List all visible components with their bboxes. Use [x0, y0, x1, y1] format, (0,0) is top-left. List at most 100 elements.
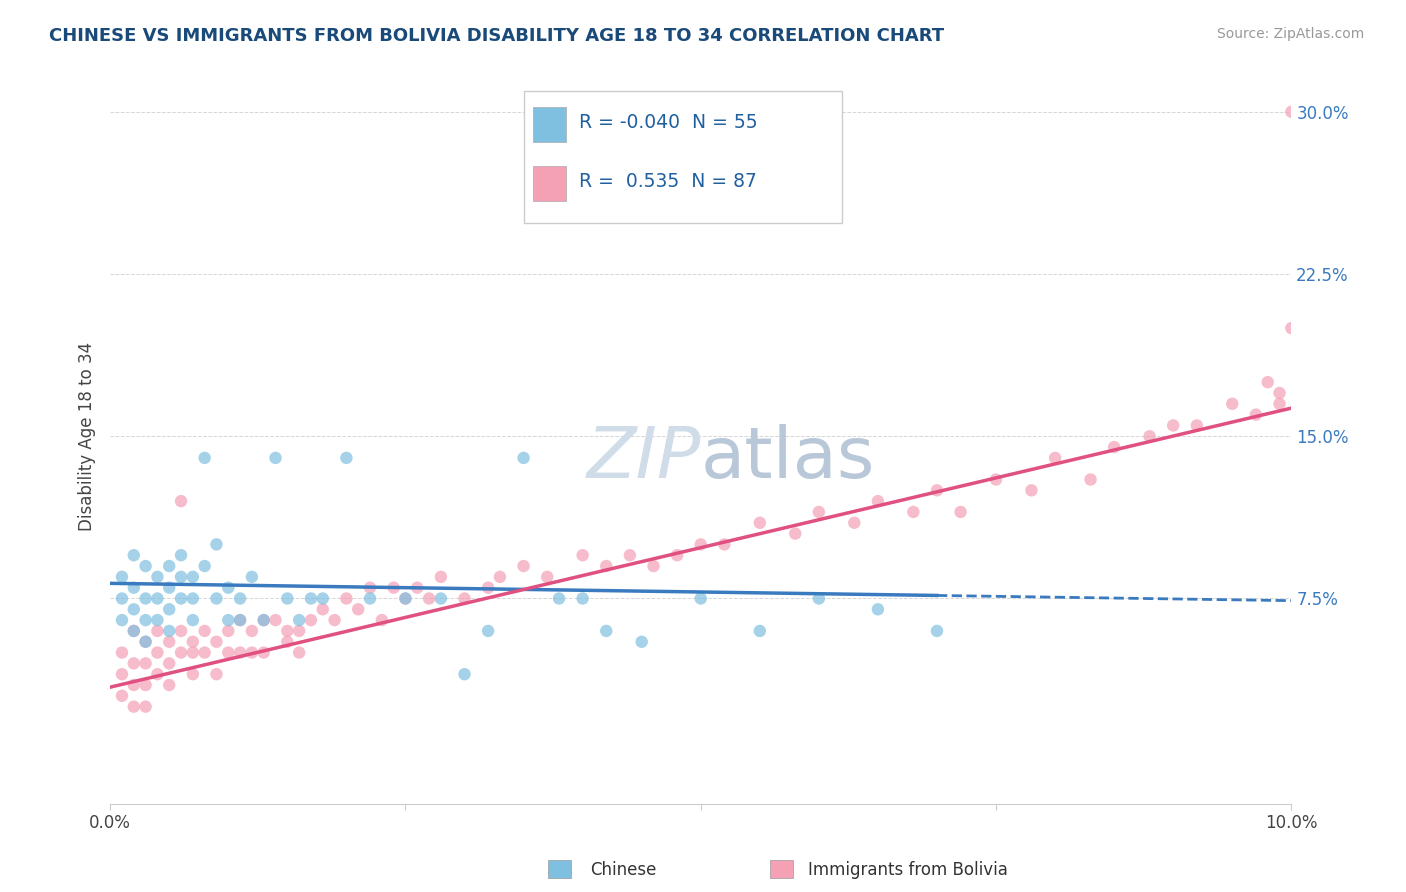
- Point: [748, 516, 770, 530]
- Point: [181, 570, 204, 584]
- Point: [299, 591, 322, 606]
- Point: [264, 450, 287, 465]
- Point: [240, 624, 263, 638]
- Point: [453, 667, 475, 681]
- Point: [489, 570, 512, 584]
- Point: [111, 646, 134, 660]
- Point: [170, 591, 193, 606]
- Point: [299, 613, 322, 627]
- Point: [1268, 386, 1291, 401]
- Point: [276, 591, 298, 606]
- Point: [135, 678, 157, 692]
- Point: [194, 624, 217, 638]
- Point: [205, 667, 228, 681]
- Point: [571, 548, 593, 562]
- Point: [1244, 408, 1267, 422]
- Text: atlas: atlas: [700, 424, 875, 492]
- Point: [477, 624, 499, 638]
- Point: [595, 559, 617, 574]
- Point: [146, 667, 169, 681]
- Point: [240, 570, 263, 584]
- Point: [536, 570, 558, 584]
- Point: [713, 537, 735, 551]
- Point: [135, 591, 157, 606]
- Point: [157, 657, 180, 671]
- Point: [1220, 397, 1243, 411]
- Point: [276, 624, 298, 638]
- Point: [288, 646, 311, 660]
- Point: [382, 581, 405, 595]
- Point: [689, 591, 711, 606]
- Point: [229, 646, 252, 660]
- Y-axis label: Disability Age 18 to 34: Disability Age 18 to 34: [79, 342, 96, 531]
- Point: [122, 602, 145, 616]
- Point: [335, 591, 357, 606]
- Point: [122, 624, 145, 638]
- Point: [122, 581, 145, 595]
- Point: [264, 613, 287, 627]
- Point: [122, 624, 145, 638]
- Point: [1279, 321, 1302, 335]
- Point: [1279, 104, 1302, 119]
- Point: [111, 591, 134, 606]
- Point: [229, 591, 252, 606]
- Point: [785, 526, 807, 541]
- Point: [253, 613, 276, 627]
- Point: [571, 591, 593, 606]
- Point: [170, 548, 193, 562]
- Point: [359, 581, 381, 595]
- Point: [288, 613, 311, 627]
- Point: [111, 570, 134, 584]
- Point: [903, 505, 925, 519]
- Point: [595, 624, 617, 638]
- Point: [666, 548, 689, 562]
- Point: [146, 646, 169, 660]
- Point: [689, 537, 711, 551]
- Point: [844, 516, 866, 530]
- Point: [194, 646, 217, 660]
- Point: [394, 591, 416, 606]
- Point: [157, 678, 180, 692]
- Point: [619, 548, 641, 562]
- Point: [194, 450, 217, 465]
- Point: [418, 591, 440, 606]
- Point: [312, 591, 335, 606]
- Point: [866, 602, 889, 616]
- Point: [135, 559, 157, 574]
- Point: [323, 613, 346, 627]
- Point: [359, 591, 381, 606]
- Point: [643, 559, 665, 574]
- Point: [748, 624, 770, 638]
- Point: [406, 581, 429, 595]
- Point: [1080, 473, 1102, 487]
- Point: [453, 591, 475, 606]
- Point: [217, 581, 239, 595]
- Point: [217, 624, 239, 638]
- Point: [111, 689, 134, 703]
- Point: [1257, 375, 1279, 389]
- Point: [229, 613, 252, 627]
- Point: [347, 602, 370, 616]
- Text: Source: ZipAtlas.com: Source: ZipAtlas.com: [1216, 27, 1364, 41]
- Point: [157, 559, 180, 574]
- Point: [135, 657, 157, 671]
- Point: [135, 634, 157, 648]
- Point: [181, 613, 204, 627]
- Point: [240, 646, 263, 660]
- Point: [157, 634, 180, 648]
- Point: [181, 646, 204, 660]
- Point: [335, 450, 357, 465]
- Point: [111, 667, 134, 681]
- Point: [925, 624, 948, 638]
- Point: [146, 613, 169, 627]
- Point: [122, 699, 145, 714]
- Point: [122, 657, 145, 671]
- Point: [157, 624, 180, 638]
- Text: ZIP: ZIP: [586, 424, 700, 492]
- Point: [430, 570, 453, 584]
- Point: [312, 602, 335, 616]
- Point: [925, 483, 948, 498]
- Point: [122, 678, 145, 692]
- Point: [288, 624, 311, 638]
- Point: [1139, 429, 1161, 443]
